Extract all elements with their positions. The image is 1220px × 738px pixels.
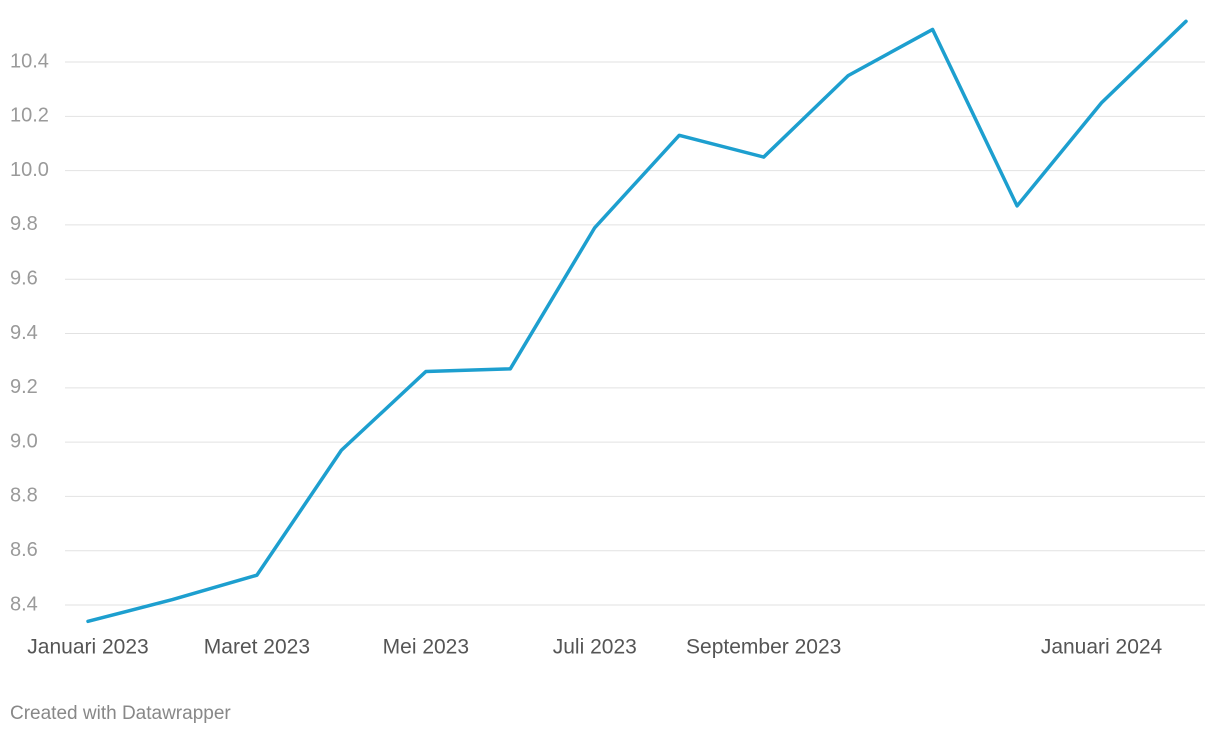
x-tick-label: Mei 2023 xyxy=(383,636,469,659)
credit: Created with Datawrapper xyxy=(10,703,231,724)
y-tick-label: 9.0 xyxy=(10,430,38,452)
y-tick-label: 9.2 xyxy=(10,376,38,398)
y-tick-label: 10.4 xyxy=(10,50,49,72)
y-tick-label: 9.6 xyxy=(10,268,38,290)
x-tick-label: Januari 2023 xyxy=(27,636,148,659)
x-tick-label: Maret 2023 xyxy=(204,636,310,659)
y-tick-label: 10.2 xyxy=(10,105,49,127)
y-tick-label: 8.8 xyxy=(10,485,38,507)
y-tick-label: 9.8 xyxy=(10,213,38,235)
y-tick-label: 10.0 xyxy=(10,159,49,181)
y-tick-label: 8.6 xyxy=(10,539,38,561)
y-tick-label: 9.4 xyxy=(10,322,38,344)
x-tick-label: Januari 2024 xyxy=(1041,636,1163,659)
y-tick-label: 8.4 xyxy=(10,593,38,615)
line xyxy=(86,19,1188,624)
x-tick-label: September 2023 xyxy=(686,636,841,659)
x-tick-label: Juli 2023 xyxy=(553,636,637,659)
